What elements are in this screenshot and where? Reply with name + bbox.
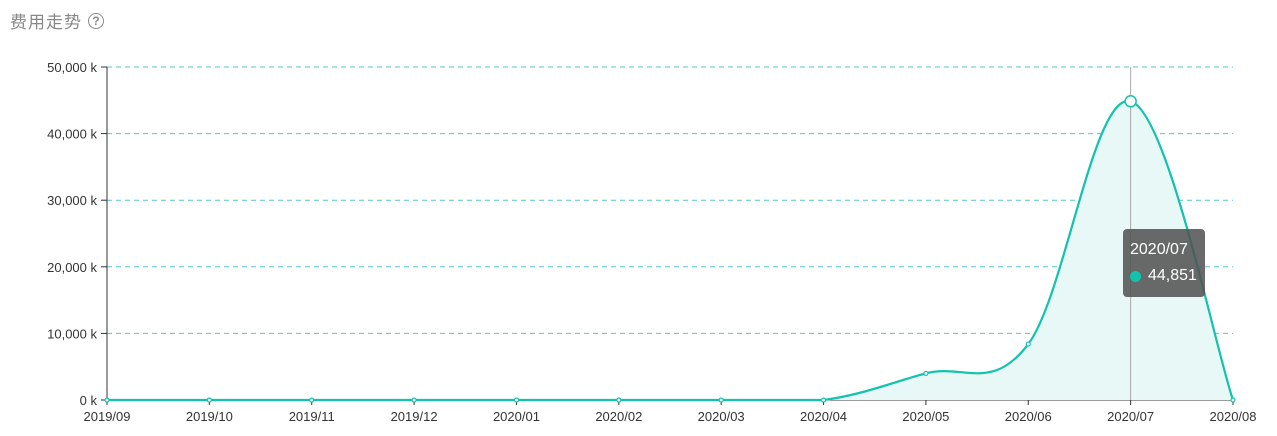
tooltip-value: 44,851	[1148, 267, 1197, 284]
data-point	[104, 397, 110, 403]
tooltip-label: 2020/07	[1130, 241, 1188, 258]
data-point	[309, 397, 315, 403]
data-point	[820, 397, 827, 403]
x-tick-label: 2019/10	[186, 409, 233, 424]
x-tick-label: 2019/12	[391, 409, 438, 424]
x-tick-label: 2019/09	[84, 409, 131, 424]
x-tick-label: 2019/11	[289, 409, 335, 424]
data-point	[1025, 341, 1031, 347]
series-marker-icon	[1130, 270, 1141, 282]
x-tick-label: 2020/04	[800, 409, 847, 424]
question-circle-icon[interactable]: ?	[88, 12, 104, 29]
page-title: 费用走势	[10, 13, 82, 32]
x-tick-label: 2020/03	[698, 409, 745, 424]
x-tick-label: 2020/05	[902, 409, 949, 424]
y-tick-label: 0 k	[80, 393, 98, 408]
data-point	[718, 397, 724, 403]
data-point	[513, 397, 520, 403]
y-tick-label: 20,000 k	[47, 260, 97, 275]
data-point	[206, 397, 212, 403]
x-tick-label: 2020/01	[493, 409, 540, 424]
x-tick-label: 2020/07	[1107, 409, 1154, 424]
x-tick-label: 2020/06	[1005, 409, 1052, 424]
x-tick-label: 2020/08	[1210, 409, 1257, 424]
data-point	[411, 397, 417, 403]
x-tick-label: 2020/02	[595, 409, 642, 424]
series-area	[107, 100, 1233, 400]
chart-tooltip: 2020/07 44,851	[1123, 229, 1205, 297]
y-tick-label: 30,000 k	[47, 193, 97, 208]
data-point	[923, 370, 929, 376]
y-tick-label: 10,000 k	[47, 326, 97, 341]
y-tick-label: 50,000 k	[47, 60, 97, 75]
data-point	[616, 397, 622, 403]
chart-header: 费用走势 ?	[10, 8, 104, 33]
tooltip-row: 44,851	[1130, 263, 1197, 289]
data-point-active	[1124, 95, 1137, 108]
data-point	[1230, 397, 1236, 403]
y-tick-label: 40,000 k	[47, 127, 97, 142]
